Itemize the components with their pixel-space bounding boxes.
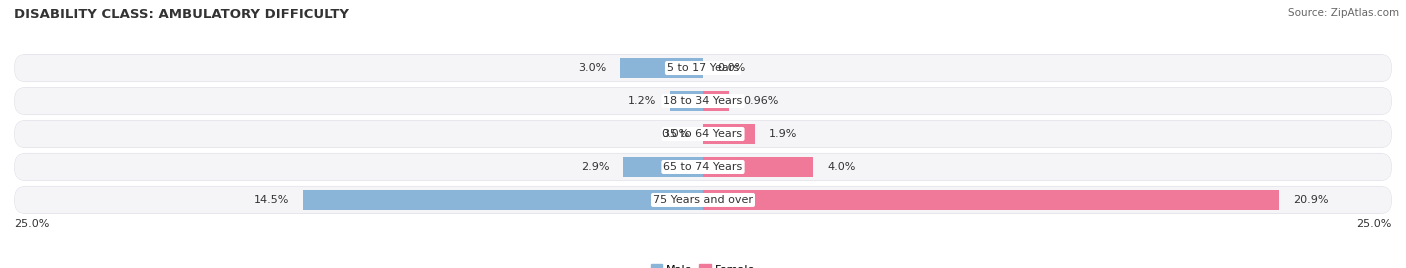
Text: 4.0%: 4.0% bbox=[827, 162, 855, 172]
FancyBboxPatch shape bbox=[14, 186, 1392, 214]
Text: 35 to 64 Years: 35 to 64 Years bbox=[664, 129, 742, 139]
Text: 14.5%: 14.5% bbox=[254, 195, 290, 205]
Bar bbox=[703, 157, 813, 177]
Text: 65 to 74 Years: 65 to 74 Years bbox=[664, 162, 742, 172]
Text: 0.96%: 0.96% bbox=[744, 96, 779, 106]
FancyBboxPatch shape bbox=[14, 120, 1392, 148]
Text: Source: ZipAtlas.com: Source: ZipAtlas.com bbox=[1288, 8, 1399, 18]
Text: 18 to 34 Years: 18 to 34 Years bbox=[664, 96, 742, 106]
Text: 25.0%: 25.0% bbox=[14, 219, 49, 229]
Text: 1.9%: 1.9% bbox=[769, 129, 797, 139]
FancyBboxPatch shape bbox=[14, 55, 1392, 81]
Text: 25.0%: 25.0% bbox=[1357, 219, 1392, 229]
Bar bbox=[703, 190, 1279, 210]
FancyBboxPatch shape bbox=[14, 153, 1392, 181]
Bar bbox=[623, 157, 703, 177]
FancyBboxPatch shape bbox=[14, 187, 1392, 213]
FancyBboxPatch shape bbox=[14, 54, 1392, 82]
FancyBboxPatch shape bbox=[14, 121, 1392, 147]
Text: 2.9%: 2.9% bbox=[581, 162, 609, 172]
FancyBboxPatch shape bbox=[14, 87, 1392, 115]
Text: DISABILITY CLASS: AMBULATORY DIFFICULTY: DISABILITY CLASS: AMBULATORY DIFFICULTY bbox=[14, 8, 349, 21]
Text: 3.0%: 3.0% bbox=[578, 63, 606, 73]
Text: 0.0%: 0.0% bbox=[661, 129, 689, 139]
Bar bbox=[669, 91, 703, 111]
Text: 0.0%: 0.0% bbox=[717, 63, 745, 73]
Bar bbox=[304, 190, 703, 210]
Bar bbox=[620, 58, 703, 78]
Text: 5 to 17 Years: 5 to 17 Years bbox=[666, 63, 740, 73]
FancyBboxPatch shape bbox=[14, 88, 1392, 114]
Bar bbox=[703, 124, 755, 144]
Bar bbox=[703, 91, 730, 111]
Text: 1.2%: 1.2% bbox=[627, 96, 657, 106]
Text: 20.9%: 20.9% bbox=[1292, 195, 1329, 205]
Text: 75 Years and over: 75 Years and over bbox=[652, 195, 754, 205]
Legend: Male, Female: Male, Female bbox=[647, 260, 759, 268]
FancyBboxPatch shape bbox=[14, 154, 1392, 180]
